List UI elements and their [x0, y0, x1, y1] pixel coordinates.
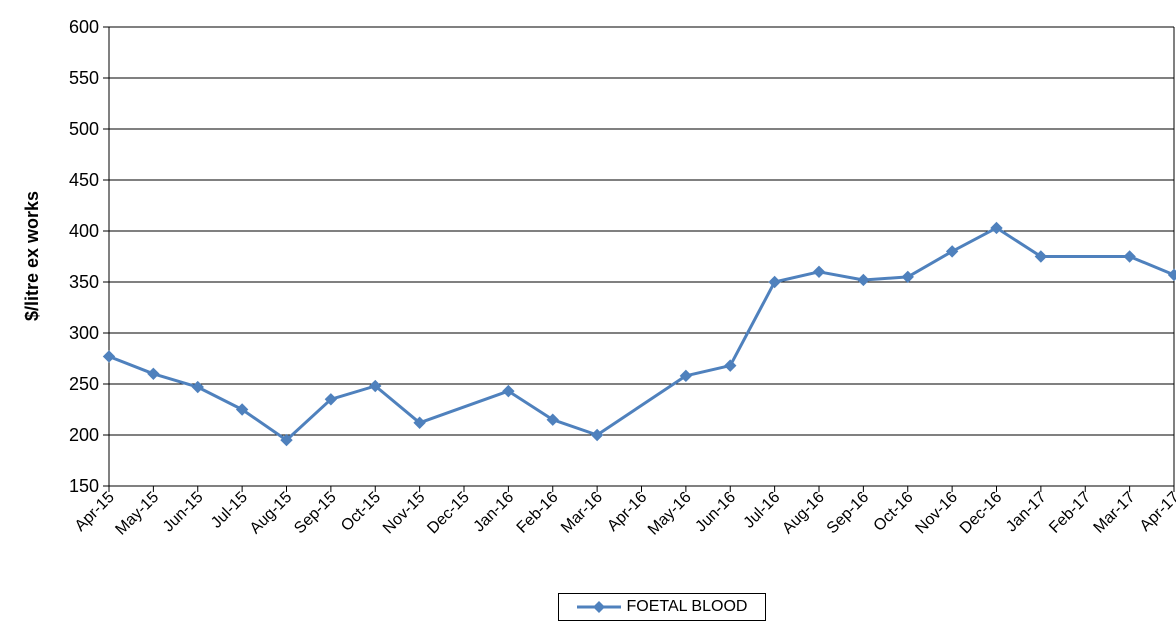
legend-label: FOETAL BLOOD — [626, 598, 748, 615]
x-tick-label-Feb-16: Feb-16 — [514, 489, 562, 537]
x-tick-label-Dec-16: Dec-16 — [957, 489, 1006, 538]
data-point-Jun-16 — [724, 359, 737, 372]
x-tick-label-Aug-15: Aug-15 — [247, 489, 296, 538]
y-tick-label-200: 200 — [69, 425, 99, 445]
data-point-Oct-16 — [901, 270, 914, 284]
data-point-Sep-16 — [857, 273, 870, 287]
line-chart: 150 200 250 300 350 400 450 500 550 600 Apr-15May… — [22, 17, 1176, 539]
data-point-Sep-15 — [324, 393, 338, 406]
x-tick-label-Jul-16: Jul-16 — [741, 489, 784, 532]
x-tick-label-Sep-16: Sep-16 — [824, 489, 873, 538]
data-point-Jul-16 — [768, 275, 781, 289]
legend-marker-icon — [576, 601, 621, 613]
x-tick-label-Nov-15: Nov-15 — [380, 489, 429, 538]
data-point-Apr-17 — [1167, 268, 1176, 282]
axes — [103, 26, 1175, 492]
data-point-Oct-15 — [369, 379, 382, 393]
y-tick-label-250: 250 — [69, 374, 99, 394]
x-tick-label-Nov-16: Nov-16 — [912, 489, 961, 538]
data-point-Dec-16 — [990, 221, 1003, 235]
y-axis-label: $/litre ex works — [22, 191, 42, 321]
data-point-Nov-16 — [945, 245, 959, 258]
data-point-Jan-17 — [1034, 250, 1048, 263]
x-tick-label-Feb-17: Feb-17 — [1046, 489, 1094, 537]
y-tick-labels: 150 200 250 300 350 400 450 500 550 600 — [69, 17, 99, 496]
data-point-Jun-15 — [191, 380, 204, 394]
series-line-foetal-blood — [108, 226, 1175, 442]
x-tick-label-Dec-15: Dec-15 — [424, 489, 473, 538]
data-point-Apr-15 — [102, 350, 116, 363]
y-tick-label-450: 450 — [69, 170, 99, 190]
data-point-Aug-16 — [812, 265, 826, 279]
y-tick-label-150: 150 — [69, 476, 99, 496]
y-tick-label-350: 350 — [69, 272, 99, 292]
x-tick-label-Jan-16: Jan-16 — [471, 489, 518, 536]
x-tick-label-May-16: May-16 — [645, 489, 695, 539]
data-point-Nov-15 — [413, 416, 426, 429]
data-point-Aug-15 — [280, 433, 293, 447]
x-tick-label-Oct-16: Oct-16 — [871, 489, 917, 535]
x-tick-label-Apr-16: Apr-16 — [604, 489, 650, 535]
x-tick-label-Aug-16: Aug-16 — [779, 489, 828, 538]
x-tick-label-Jun-16: Jun-16 — [692, 489, 739, 536]
x-tick-label-Jun-15: Jun-15 — [160, 489, 207, 536]
x-tick-label-Jul-15: Jul-15 — [208, 489, 251, 532]
grid-lines — [109, 26, 1174, 487]
x-tick-label-Mar-17: Mar-17 — [1091, 489, 1139, 537]
y-tick-label-550: 550 — [69, 68, 99, 88]
data-point-Feb-16 — [546, 413, 559, 426]
y-tick-label-500: 500 — [69, 119, 99, 139]
x-tick-label-Jan-17: Jan-17 — [1003, 489, 1050, 536]
data-point-May-15 — [147, 367, 160, 381]
y-tick-label-400: 400 — [69, 221, 99, 241]
data-point-May-16 — [679, 369, 693, 383]
x-tick-label-Apr-17: Apr-17 — [1137, 489, 1176, 535]
x-tick-label-Oct-15: Oct-15 — [338, 489, 384, 535]
y-tick-label-300: 300 — [69, 323, 99, 343]
data-point-Mar-16 — [590, 428, 604, 442]
data-point-Mar-17 — [1123, 250, 1136, 263]
legend: FOETAL BLOOD — [558, 593, 766, 621]
x-tick-label-May-15: May-15 — [112, 489, 162, 539]
data-point-Jan-16 — [502, 384, 515, 398]
x-tick-label-Sep-15: Sep-15 — [291, 489, 340, 538]
y-tick-label-600: 600 — [69, 17, 99, 37]
x-tick-label-Mar-16: Mar-16 — [558, 489, 606, 537]
series — [102, 221, 1176, 447]
data-point-Jul-15 — [235, 403, 249, 416]
